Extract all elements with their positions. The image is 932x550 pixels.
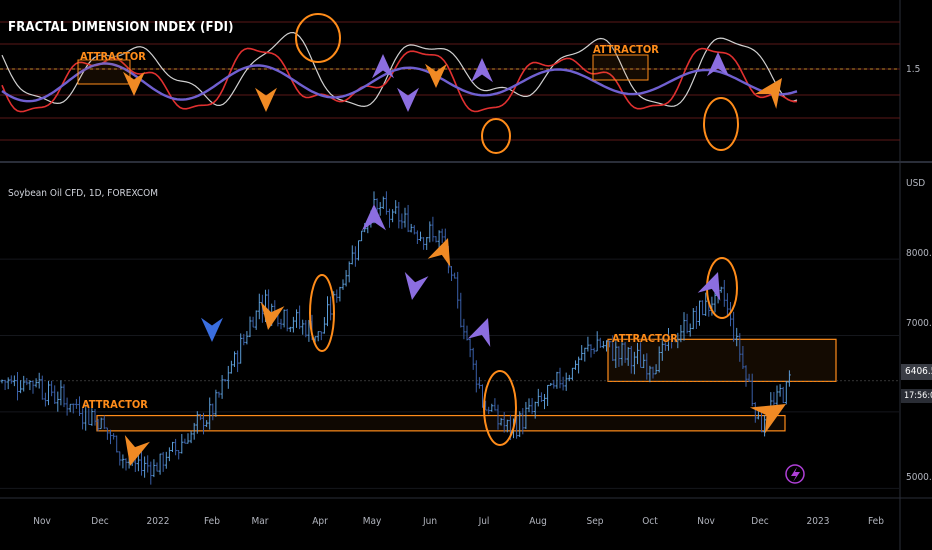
price-attractor-box-1 — [96, 414, 786, 432]
x-axis-label: Jul — [478, 516, 490, 527]
indicator-title: FRACTAL DIMENSION INDEX (FDI) — [8, 20, 234, 35]
main-attractor-label-1: ATTRACTOR — [82, 398, 148, 411]
x-axis-label: Aug — [529, 516, 547, 527]
price-label-8000: 8000.0 — [906, 248, 932, 259]
alert-badge-icon — [785, 464, 805, 484]
x-axis-label: Dec — [91, 516, 109, 527]
fdi-arrow-up-orange — [425, 63, 447, 88]
x-axis-label: Nov — [697, 516, 715, 527]
fdi-arrow-down-purple — [372, 54, 394, 79]
price-arrow-orange — [749, 404, 786, 434]
countdown-tag: 17:56:04 — [901, 389, 932, 403]
price-arrow-up-orange — [124, 435, 150, 466]
fdi-attractor-label-1: ATTRACTOR — [80, 50, 146, 63]
currency-label: USD — [906, 178, 926, 189]
fdi-highlight-circle — [703, 97, 739, 151]
fdi-arrow-down-purple — [707, 52, 729, 77]
fdi-arrow-up-purple — [397, 87, 419, 112]
fdi-attractor-box-2 — [592, 54, 649, 81]
fdi-arrow-down-purple — [471, 58, 493, 83]
price-label-7000: 7000.0 — [906, 318, 932, 329]
fdi-arrow-up-orange — [255, 87, 277, 112]
price-arrow-down-purple — [467, 318, 491, 347]
lightning-icon — [791, 467, 800, 482]
x-axis-label: Oct — [642, 516, 658, 527]
x-axis-label: Jun — [422, 516, 438, 527]
fdi-highlight-circle — [295, 13, 341, 63]
x-axis-label: 2022 — [146, 516, 170, 527]
fdi-highlight-circle — [481, 118, 511, 154]
price-arrow-up-purple — [404, 271, 429, 300]
price-arrow-down-purple — [362, 204, 386, 231]
main-attractor-label-2: ATTRACTOR — [612, 332, 678, 345]
fdi-attractor-label-2: ATTRACTOR — [593, 43, 659, 56]
x-axis-label: Feb — [204, 516, 220, 527]
price-highlight-circle — [483, 370, 517, 446]
x-axis-label: Feb — [868, 516, 884, 527]
x-axis-label: Sep — [586, 516, 604, 527]
symbol-label: Soybean Oil CFD, 1D, FOREXCOM — [8, 188, 159, 199]
x-axis-label: Dec — [751, 516, 769, 527]
x-axis-label: Apr — [312, 516, 328, 527]
price-arrow-down-purple — [697, 272, 721, 301]
fdi-arrow-up-orange — [123, 71, 145, 96]
price-highlight-circle — [309, 274, 335, 352]
x-axis-label: Mar — [251, 516, 269, 527]
price-arrow-up-blue — [201, 317, 223, 342]
x-axis-label: May — [362, 516, 382, 527]
price-label-5000: 5000.0 — [906, 472, 932, 483]
x-axis-label: Nov — [33, 516, 51, 527]
price-attractor-box-2 — [607, 338, 837, 382]
last-price-tag: 6406.5 — [901, 364, 932, 380]
x-axis-label: 2023 — [806, 516, 830, 527]
fdi-level-label: 1.5 — [906, 64, 921, 75]
fdi-arrow-orange — [754, 78, 782, 109]
price-arrow-up-orange — [260, 301, 285, 330]
fdi-red-line — [1, 47, 798, 113]
price-arrow-down-orange — [427, 238, 451, 267]
fdi-purple-line — [1, 62, 798, 103]
fdi-attractor-box-1 — [77, 59, 131, 85]
